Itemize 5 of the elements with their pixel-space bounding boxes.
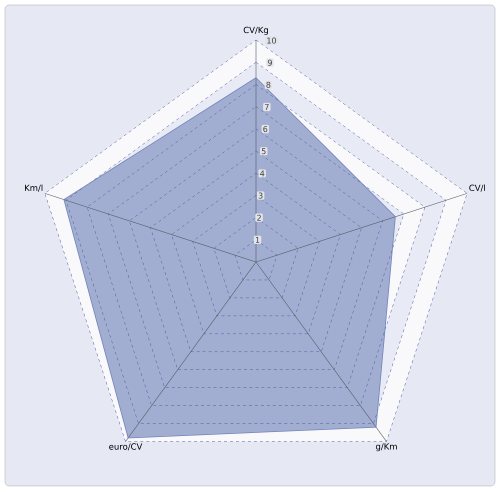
spoke-label: g/Km [376, 443, 397, 452]
spoke-label: CV/l [469, 184, 485, 192]
spoke-label: euro/CV [109, 443, 142, 450]
spoke-label: Km/l [24, 184, 42, 192]
spoke-label: CV/Kg [244, 26, 268, 35]
